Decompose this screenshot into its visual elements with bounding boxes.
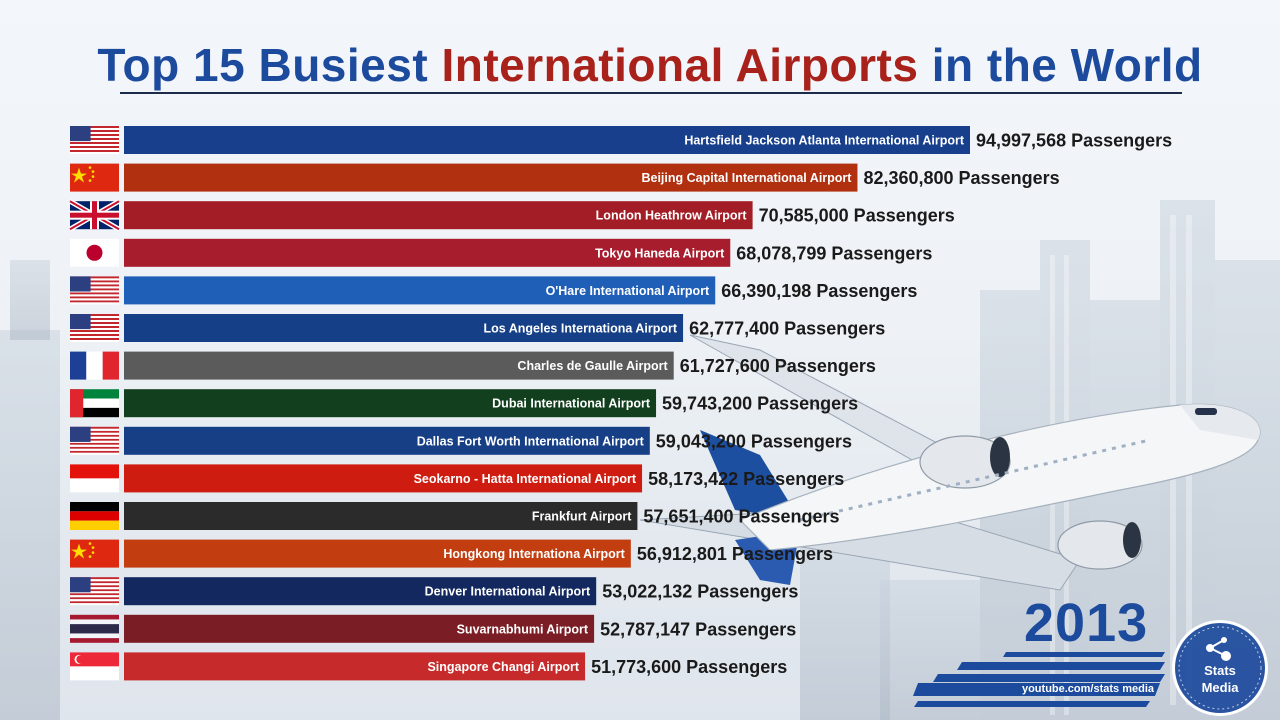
bar-value-label: 58,173,422 Passengers bbox=[648, 469, 844, 489]
channel-url: youtube.com/stats media bbox=[1021, 683, 1155, 695]
bar-value-label: 51,773,600 Passengers bbox=[591, 657, 787, 677]
bar-value-label: 59,743,200 Passengers bbox=[662, 394, 858, 414]
bar-value-label: 70,585,000 Passengers bbox=[759, 206, 955, 226]
bar bbox=[124, 201, 753, 230]
logo-line-2: Media bbox=[1201, 680, 1239, 695]
bar bbox=[124, 238, 731, 267]
bar bbox=[124, 276, 716, 305]
china-flag-icon bbox=[70, 163, 119, 192]
china-flag-icon bbox=[70, 539, 119, 568]
bar-airport-label: Tokyo Haneda Airport bbox=[595, 246, 725, 260]
bar bbox=[124, 126, 970, 154]
bar-airport-label: Singapore Changi Airport bbox=[427, 660, 579, 674]
bar-airport-label: Charles de Gaulle Airport bbox=[517, 359, 668, 373]
bar-value-label: 56,912,801 Passengers bbox=[637, 544, 833, 564]
bar bbox=[124, 163, 858, 192]
chart-title: Top 15 Busiest International Airports in… bbox=[0, 38, 1280, 92]
bar bbox=[124, 539, 631, 568]
title-underline bbox=[120, 92, 1182, 94]
bar-value-label: 57,651,400 Passengers bbox=[643, 507, 839, 527]
singapore-flag-icon bbox=[70, 652, 119, 681]
bar-airport-label: Hongkong Internationa Airport bbox=[443, 547, 625, 561]
germany-flag-icon bbox=[70, 502, 119, 530]
bar-value-label: 68,078,799 Passengers bbox=[736, 243, 932, 263]
bar-airport-label: Seokarno - Hatta International Airport bbox=[414, 472, 637, 486]
bar-value-label: 94,997,568 Passengers bbox=[976, 131, 1172, 151]
bar bbox=[124, 502, 638, 530]
uk-flag-icon bbox=[68, 199, 121, 232]
bar bbox=[124, 314, 684, 342]
bar-airport-label: Beijing Capital International Airport bbox=[641, 171, 852, 185]
title-part-2: International Airports bbox=[441, 39, 919, 91]
japan-flag-icon bbox=[70, 238, 119, 267]
bar-airport-label: Suvarnabhumi Airport bbox=[457, 622, 589, 636]
bar-value-label: 82,360,800 Passengers bbox=[863, 168, 1059, 188]
bar bbox=[124, 464, 643, 493]
us-flag-icon bbox=[70, 426, 119, 455]
year-label: 2013 bbox=[1024, 593, 1149, 653]
bar-value-label: 62,777,400 Passengers bbox=[689, 319, 885, 339]
indonesia-flag-icon bbox=[70, 464, 119, 493]
title-part-1: Top 15 Busiest bbox=[97, 39, 429, 91]
france-flag-icon bbox=[70, 351, 119, 380]
bar-airport-label: London Heathrow Airport bbox=[596, 209, 748, 223]
bar bbox=[124, 351, 674, 380]
title-part-3: in the World bbox=[931, 39, 1203, 91]
bar-airport-label: Los Angeles Internationa Airport bbox=[484, 322, 678, 336]
logo-line-1: Stats bbox=[1204, 663, 1236, 678]
bar-value-label: 61,727,600 Passengers bbox=[680, 356, 876, 376]
us-flag-icon bbox=[70, 276, 119, 305]
bar-value-label: 53,022,132 Passengers bbox=[602, 582, 798, 602]
us-flag-icon bbox=[70, 577, 119, 606]
stats-media-logo: Stats Media bbox=[1172, 620, 1268, 716]
us-flag-icon bbox=[70, 126, 119, 154]
bar bbox=[124, 577, 597, 606]
bar-airport-label: Denver International Airport bbox=[425, 585, 591, 599]
bar bbox=[124, 426, 650, 455]
bar-airport-label: Frankfurt Airport bbox=[532, 510, 632, 524]
bar-airport-label: O'Hare International Airport bbox=[546, 284, 710, 298]
bar-value-label: 59,043,200 Passengers bbox=[656, 431, 852, 451]
thailand-flag-icon bbox=[70, 614, 119, 643]
bar-airport-label: Hartsfield Jackson Atlanta International… bbox=[684, 134, 965, 148]
bar-value-label: 52,787,147 Passengers bbox=[600, 619, 796, 639]
bar-value-label: 66,390,198 Passengers bbox=[721, 281, 917, 301]
us-flag-icon bbox=[70, 314, 119, 342]
bar bbox=[124, 614, 595, 643]
uae-flag-icon bbox=[70, 389, 119, 418]
bar-airport-label: Dallas Fort Worth International Airport bbox=[417, 434, 645, 448]
bar-airport-label: Dubai International Airport bbox=[492, 397, 651, 411]
bar bbox=[124, 389, 657, 418]
network-icon bbox=[1178, 626, 1262, 710]
bar bbox=[124, 652, 586, 681]
